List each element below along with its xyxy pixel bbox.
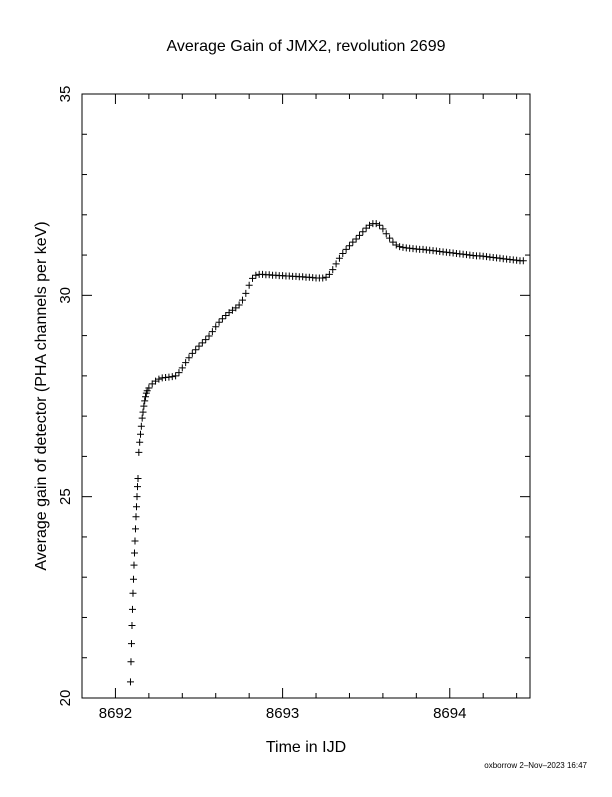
data-point [349,238,357,246]
data-point [352,235,360,243]
data-point [215,318,223,326]
data-point [319,274,327,282]
y-tick-label: 30 [57,287,74,304]
x-axis-label: Time in IJD [266,739,346,756]
data-point [188,349,196,357]
x-tick-label: 8693 [266,705,299,722]
data-point [195,342,203,350]
data-point [335,254,343,262]
data-point [218,315,226,323]
data-point [133,483,141,491]
data-point [238,296,246,304]
data-point [128,622,136,630]
data-point [132,503,140,511]
data-point [131,525,139,533]
data-point [198,339,206,347]
data-point [126,678,134,686]
data-point [212,323,220,331]
data-point [339,249,347,257]
data-point [128,605,136,613]
data-point [137,430,145,438]
footer: oxborrow 2–Nov–2023 16:47 [484,761,587,770]
data-point [137,422,145,430]
data-point [178,364,186,372]
data-point [382,230,390,238]
data-point [140,402,148,410]
data-point [249,274,257,282]
y-tick-label: 20 [57,690,74,707]
data-point [138,414,146,422]
data-point [376,221,384,229]
data-point [141,397,149,405]
data-point [155,375,163,383]
data-point [129,589,137,597]
data-point [325,270,333,278]
data-point [332,260,340,268]
data-point [129,575,137,583]
data-point [519,257,527,265]
y-tick-label: 35 [57,86,74,103]
data-point [135,448,143,456]
data-point [132,513,140,521]
data-point [355,231,363,239]
chart-title: Average Gain of JMX2, revolution 2699 [167,38,446,55]
data-point [192,346,200,354]
data-point [172,372,180,380]
data-point [342,245,350,253]
data-point [182,359,190,367]
data-point [130,561,138,569]
data-point [175,369,183,377]
data-point [392,241,400,249]
data-point [359,228,367,236]
data-point [379,225,387,233]
data-point [131,537,139,545]
data-point [133,493,141,501]
data-point [245,281,253,289]
data-point [127,640,135,648]
data-point [130,549,138,557]
data-point [208,328,216,336]
data-point [139,408,147,416]
data-point [168,373,176,381]
data-point [134,475,142,483]
data-point [127,658,135,666]
x-tick-label: 8692 [99,705,132,722]
y-axis-label: Average gain of detector (PHA channels p… [33,221,50,570]
data-point [372,220,380,228]
data-point [185,354,193,362]
data-point [252,271,260,279]
data-point [386,234,394,242]
data-point [242,289,250,297]
data-point [235,301,243,309]
data-point [142,393,150,401]
data-point [145,384,153,392]
data-point [366,221,374,229]
data-point [136,438,144,446]
plot-frame [81,93,531,699]
x-tick-label: 8694 [433,705,466,722]
data-point [205,332,213,340]
y-tick-label: 25 [57,488,74,505]
data-point [329,266,337,274]
data-point [202,336,210,344]
data-point [345,242,353,250]
data-point [396,243,404,251]
